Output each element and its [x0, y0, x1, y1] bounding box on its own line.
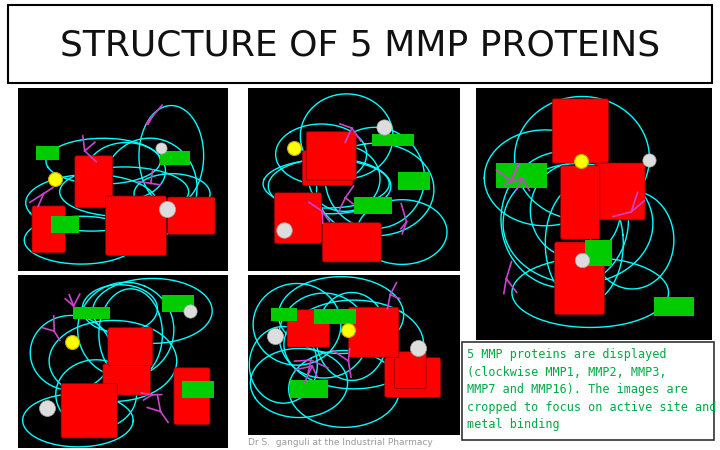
FancyBboxPatch shape	[496, 163, 547, 188]
FancyBboxPatch shape	[462, 342, 714, 440]
FancyBboxPatch shape	[61, 383, 117, 438]
FancyBboxPatch shape	[248, 275, 460, 435]
FancyBboxPatch shape	[36, 146, 59, 160]
FancyBboxPatch shape	[306, 132, 356, 180]
FancyBboxPatch shape	[106, 196, 166, 255]
FancyBboxPatch shape	[372, 135, 415, 146]
FancyBboxPatch shape	[595, 163, 645, 220]
FancyBboxPatch shape	[18, 88, 228, 271]
FancyBboxPatch shape	[18, 275, 228, 448]
Text: STRUCTURE OF 5 MMP PROTEINS: STRUCTURE OF 5 MMP PROTEINS	[60, 29, 660, 63]
FancyBboxPatch shape	[108, 328, 153, 365]
FancyBboxPatch shape	[395, 352, 426, 388]
Text: 5 MMP proteins are displayed
(clockwise MMP1, MMP2, MMP3,
MMP7 and MMP16). The i: 5 MMP proteins are displayed (clockwise …	[467, 348, 716, 431]
FancyBboxPatch shape	[103, 364, 150, 395]
FancyBboxPatch shape	[384, 358, 441, 397]
FancyBboxPatch shape	[75, 156, 113, 208]
FancyBboxPatch shape	[182, 382, 214, 399]
FancyBboxPatch shape	[73, 306, 110, 319]
FancyBboxPatch shape	[289, 380, 328, 398]
FancyBboxPatch shape	[8, 5, 712, 83]
FancyBboxPatch shape	[302, 151, 353, 186]
FancyBboxPatch shape	[348, 307, 399, 357]
FancyBboxPatch shape	[160, 151, 190, 165]
FancyBboxPatch shape	[354, 197, 392, 214]
FancyBboxPatch shape	[274, 193, 322, 243]
FancyBboxPatch shape	[585, 240, 611, 266]
FancyBboxPatch shape	[654, 297, 694, 316]
FancyBboxPatch shape	[271, 308, 297, 321]
FancyBboxPatch shape	[314, 309, 356, 324]
FancyBboxPatch shape	[561, 166, 600, 239]
FancyBboxPatch shape	[32, 206, 66, 253]
FancyBboxPatch shape	[51, 216, 79, 233]
FancyBboxPatch shape	[168, 197, 215, 234]
FancyBboxPatch shape	[554, 242, 604, 315]
FancyBboxPatch shape	[476, 88, 712, 340]
FancyBboxPatch shape	[397, 172, 430, 190]
FancyBboxPatch shape	[287, 310, 330, 347]
FancyBboxPatch shape	[552, 99, 608, 163]
Text: Dr S.  ganguli at the Industrial Pharmacy
Conference, Dubai on April 28-29, 2016: Dr S. ganguli at the Industrial Pharmacy…	[248, 438, 433, 450]
FancyBboxPatch shape	[248, 88, 460, 271]
FancyBboxPatch shape	[162, 295, 194, 312]
FancyBboxPatch shape	[174, 368, 210, 425]
FancyBboxPatch shape	[323, 223, 381, 262]
